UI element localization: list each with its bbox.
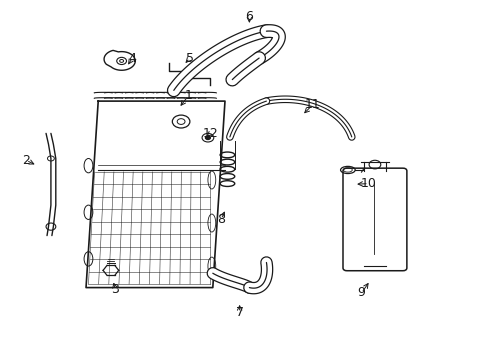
Text: 11: 11 — [304, 98, 320, 111]
Text: 8: 8 — [217, 213, 224, 226]
Text: 6: 6 — [245, 10, 253, 23]
Text: 10: 10 — [360, 177, 376, 190]
Text: 5: 5 — [185, 51, 193, 64]
Text: 12: 12 — [202, 127, 218, 140]
Text: 4: 4 — [128, 51, 136, 64]
Text: 7: 7 — [235, 306, 243, 319]
Circle shape — [205, 136, 210, 139]
Text: 2: 2 — [22, 154, 30, 167]
Text: 3: 3 — [111, 283, 119, 296]
Text: 1: 1 — [184, 89, 192, 102]
Text: 9: 9 — [357, 287, 365, 300]
